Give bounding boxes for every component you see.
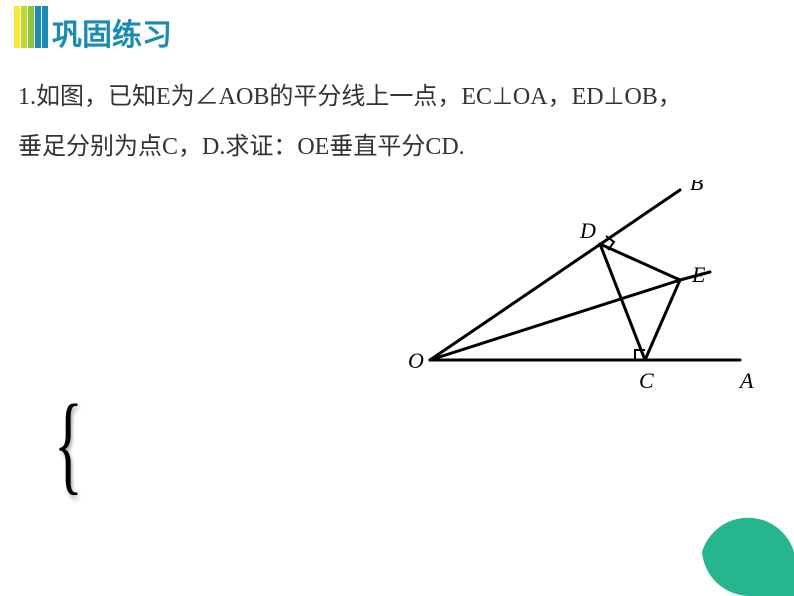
svg-text:B: B — [690, 180, 703, 195]
geometry-diagram: O A B C D E — [400, 180, 760, 400]
problem-line-1: 1.如图，已知E为∠AOB的平分线上一点，EC⊥OA，ED⊥OB， — [18, 72, 682, 122]
brace-symbol: { — [54, 380, 83, 507]
corner-bubble-icon — [684, 486, 794, 596]
problem-statement: 1.如图，已知E为∠AOB的平分线上一点，EC⊥OA，ED⊥OB， 垂足分别为点… — [18, 72, 682, 173]
section-title: 巩固练习 — [52, 10, 172, 54]
svg-text:A: A — [738, 368, 754, 393]
problem-line-2: 垂足分别为点C，D.求证：OE垂直平分CD. — [18, 122, 682, 172]
svg-text:O: O — [408, 348, 424, 373]
svg-text:C: C — [639, 368, 654, 393]
svg-text:D: D — [579, 218, 596, 243]
svg-text:E: E — [691, 262, 706, 287]
header-stripes — [14, 6, 50, 52]
